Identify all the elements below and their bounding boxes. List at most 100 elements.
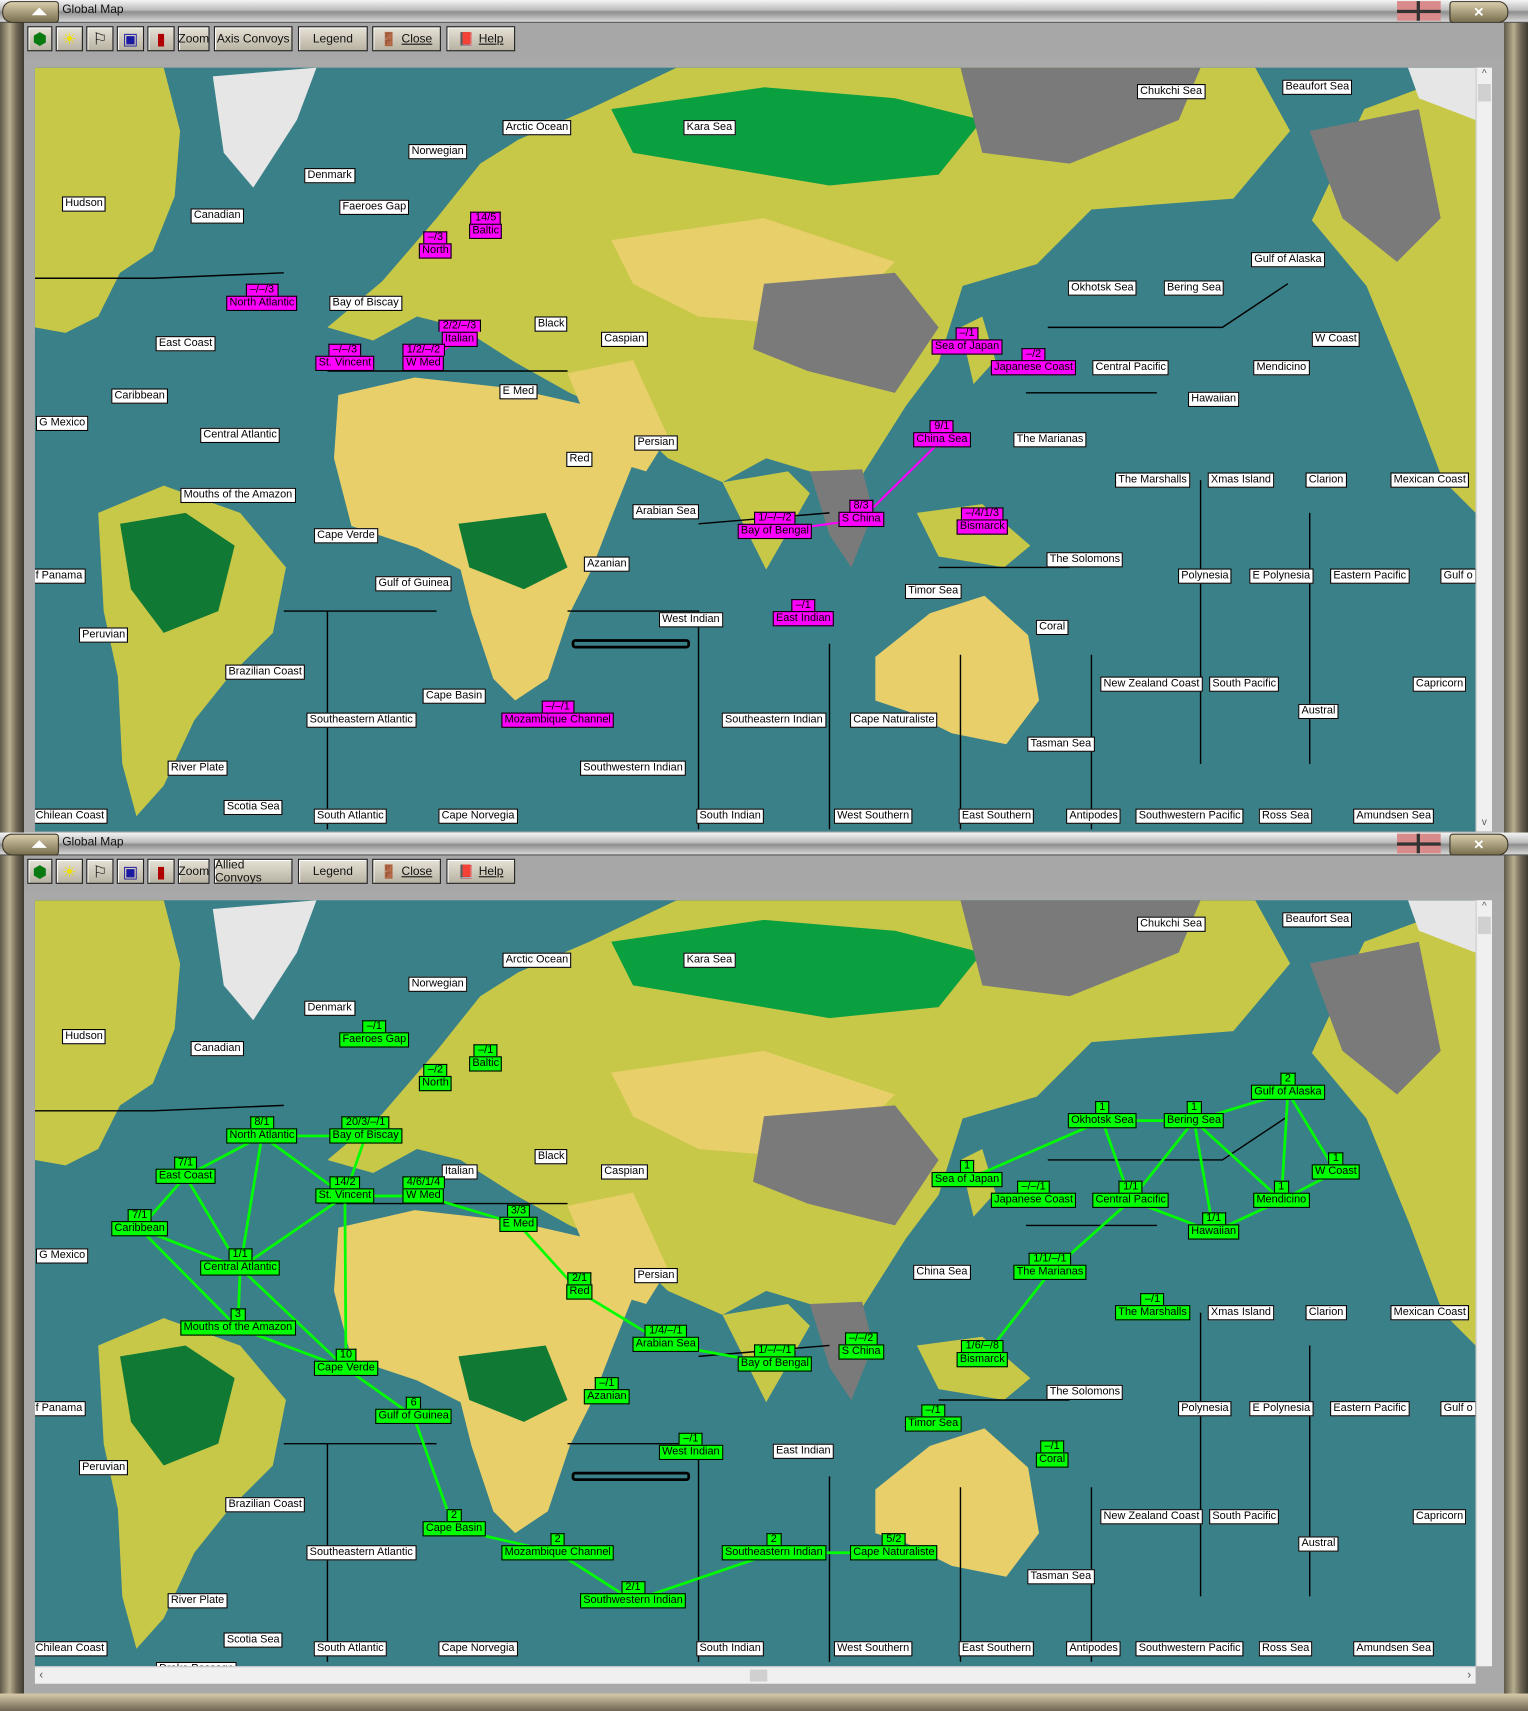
sea-zone-faeroes-gap[interactable]: –/1 Faeroes Gap [339,1020,410,1048]
sea-zone-black[interactable]: Black [534,316,568,332]
sea-zone-bering-sea[interactable]: Bering Sea [1163,280,1225,296]
sea-zone-canadian[interactable]: Canadian [190,208,244,224]
sea-zone-scotia-sea[interactable]: Scotia Sea [223,1632,283,1648]
vertical-scrollbar[interactable]: ^ v [1475,67,1492,832]
sea-zone-bismarck[interactable]: 1/6/–/8 Bismarck [956,1339,1009,1368]
sea-zone-west-indian[interactable]: –/1 West Indian [658,1432,723,1461]
sea-zone-south-indian[interactable]: South Indian [696,1641,765,1657]
sea-zone-mendicino[interactable]: Mendicino [1253,360,1310,376]
sea-zone-north-atlantic[interactable]: 8/1 North Atlantic [226,1116,298,1144]
sea-zone-antipodes[interactable]: Antipodes [1066,1641,1122,1657]
sea-zone-chilean-coast[interactable]: Chilean Coast [34,1641,108,1657]
sea-zone-tasman-sea[interactable]: Tasman Sea [1027,736,1095,752]
sea-zone-red[interactable]: 2/1 Red [566,1272,593,1300]
sea-zone-caribbean[interactable]: 7/1 Caribbean [111,1209,169,1237]
sea-zone-ross-sea[interactable]: Ross Sea [1258,808,1313,824]
sea-zone-faeroes-gap[interactable]: Faeroes Gap [339,199,410,215]
sea-zone-cape-verde[interactable]: Cape Verde [313,528,379,544]
sea-zone-f-panama[interactable]: f Panama [34,1401,86,1417]
sea-zone-mexican-coast[interactable]: Mexican Coast [1390,472,1470,488]
sea-zone-central-atlantic[interactable]: Central Atlantic [200,427,281,444]
sea-zone-g-mexico[interactable]: G Mexico [35,1248,89,1264]
sea-zone-polynesia[interactable]: Polynesia [1178,568,1232,584]
sea-zone-cape-norvegia[interactable]: Cape Norvegia [438,808,518,824]
sea-zone-timor-sea[interactable]: Timor Sea [904,583,962,600]
sea-zone-north-atlantic[interactable]: –/–/3 North Atlantic [226,283,298,311]
sea-zone-south-pacific[interactable]: South Pacific [1209,1509,1280,1525]
sea-zone-canadian[interactable]: Canadian [190,1041,244,1057]
sea-zone-north[interactable]: –/2 North [418,1063,453,1092]
convoys-button[interactable]: Axis Convoys [213,26,293,52]
sea-zone-e-polynesia[interactable]: E Polynesia [1249,568,1314,584]
sea-zone-denmark[interactable]: Denmark [304,168,356,184]
sea-zone-south-pacific[interactable]: South Pacific [1209,676,1280,692]
sea-zone-ross-sea[interactable]: Ross Sea [1258,1641,1313,1657]
sea-zone-norwegian[interactable]: Norwegian [408,144,468,160]
sea-zone-cape-naturaliste[interactable]: 5/2 Cape Naturaliste [849,1533,938,1561]
sea-zone-cape-basin[interactable]: 2 Cape Basin [422,1509,486,1537]
sea-zone-hudson[interactable]: Hudson [61,196,107,212]
sea-zone-chukchi-sea[interactable]: Chukchi Sea [1136,84,1206,100]
sea-zone-xmas-island[interactable]: Xmas Island [1207,1305,1275,1321]
hexagon-button[interactable]: ⬢ [27,26,53,52]
sea-zone-arabian-sea[interactable]: 1/4/–/1 Arabian Sea [632,1324,700,1352]
sea-zone-s-china[interactable]: 8/3 S China [838,499,884,528]
sea-zone-southwestern-indian[interactable]: Southwestern Indian [580,760,687,776]
sea-zone-kara-sea[interactable]: Kara Sea [683,120,736,136]
sea-zone-east-southern[interactable]: East Southern [958,808,1035,824]
sea-zone-south-atlantic[interactable]: South Atlantic [313,808,387,824]
sea-zone-east-indian[interactable]: East Indian [772,1443,834,1459]
sea-zone-peruvian[interactable]: Peruvian [78,1460,129,1476]
sea-zone-hawaiian[interactable]: 1/1 Hawaiian [1187,1212,1240,1240]
horizontal-scrollbar[interactable]: ‹ › [34,1666,1476,1684]
sea-zone-south-atlantic[interactable]: South Atlantic [313,1641,387,1657]
sea-zone-east-coast[interactable]: East Coast [155,336,216,352]
sea-zone-st-vincent[interactable]: 14/2 St. Vincent [315,1176,375,1204]
sea-zone-bay-of-biscay[interactable]: 20/3/–/1 Bay of Biscay [329,1116,402,1144]
sea-zone-tasman-sea[interactable]: Tasman Sea [1027,1569,1095,1585]
sea-zone-the-marianas[interactable]: The Marianas [1013,432,1087,448]
convoys-button[interactable]: Allied Convoys [213,858,293,884]
sea-zone-st-vincent[interactable]: –/–/3 St. Vincent [315,343,375,372]
sea-zone-southeastern-indian[interactable]: 2 Southeastern Indian [721,1533,826,1561]
window-close-button[interactable]: ✕ [1449,833,1509,856]
sea-zone-gulf-of-alaska[interactable]: 2 Gulf of Alaska [1250,1072,1325,1100]
sea-zone-central-atlantic[interactable]: 1/1 Central Atlantic [200,1248,281,1276]
sea-zone-black[interactable]: Black [534,1149,568,1165]
sea-zone-s-china[interactable]: –/–/2 S China [838,1332,884,1360]
sea-zone-kara-sea[interactable]: Kara Sea [683,952,736,968]
sun-weather-button[interactable]: ☀ [55,26,83,52]
sea-zone-w-med[interactable]: 4/6/1/4 W Med [402,1176,445,1204]
sea-zone-hawaiian[interactable]: Hawaiian [1187,391,1240,408]
calculator-button[interactable]: ▣ [116,26,145,52]
sea-zone-brazilian-coast[interactable]: Brazilian Coast [225,664,306,680]
sea-zone-amundsen-sea[interactable]: Amundsen Sea [1353,1641,1435,1657]
scroll-right-arrow[interactable]: › [1467,1668,1472,1682]
sea-zone-okhotsk-sea[interactable]: Okhotsk Sea [1067,280,1137,296]
sea-zone-southeastern-atlantic[interactable]: Southeastern Atlantic [306,1545,417,1561]
sea-zone-w-coast[interactable]: W Coast [1311,331,1361,348]
sea-zone-west-southern[interactable]: West Southern [833,808,913,824]
sea-zone-south-indian[interactable]: South Indian [696,808,765,824]
sea-zone-italian[interactable]: Italian [441,1164,478,1180]
thermometer-button[interactable]: ▮ [147,858,175,884]
sea-zone-drake-passage[interactable]: Drake Passage [155,1661,238,1667]
sea-zone-sea-of-japan[interactable]: 1 Sea of Japan [931,1159,1003,1188]
sea-zone-capricorn[interactable]: Capricorn [1412,1509,1467,1525]
sea-zone-xmas-island[interactable]: Xmas Island [1207,472,1275,488]
sea-zone-southwestern-pacific[interactable]: Southwestern Pacific [1135,808,1244,824]
sea-zone-amundsen-sea[interactable]: Amundsen Sea [1353,808,1435,824]
sea-zone-gulf-of-guinea[interactable]: 6 Gulf of Guinea [375,1396,453,1425]
window-close-button[interactable]: ✕ [1449,1,1509,23]
sea-zone-g-mexico[interactable]: G Mexico [35,415,89,432]
sea-zone-norwegian[interactable]: Norwegian [408,976,468,992]
scroll-thumb[interactable] [1477,916,1491,935]
close-button[interactable]: 🚪 Close [372,26,441,52]
scroll-down-arrow[interactable]: v [1481,816,1487,828]
sea-zone-southeastern-atlantic[interactable]: Southeastern Atlantic [306,712,417,728]
sea-zone-eastern-pacific[interactable]: Eastern Pacific [1330,568,1410,584]
sea-zone-the-solomons[interactable]: The Solomons [1046,1384,1124,1401]
sea-zone-mendicino[interactable]: 1 Mendicino [1253,1180,1310,1208]
sea-zone-timor-sea[interactable]: –/1 Timor Sea [904,1404,962,1432]
